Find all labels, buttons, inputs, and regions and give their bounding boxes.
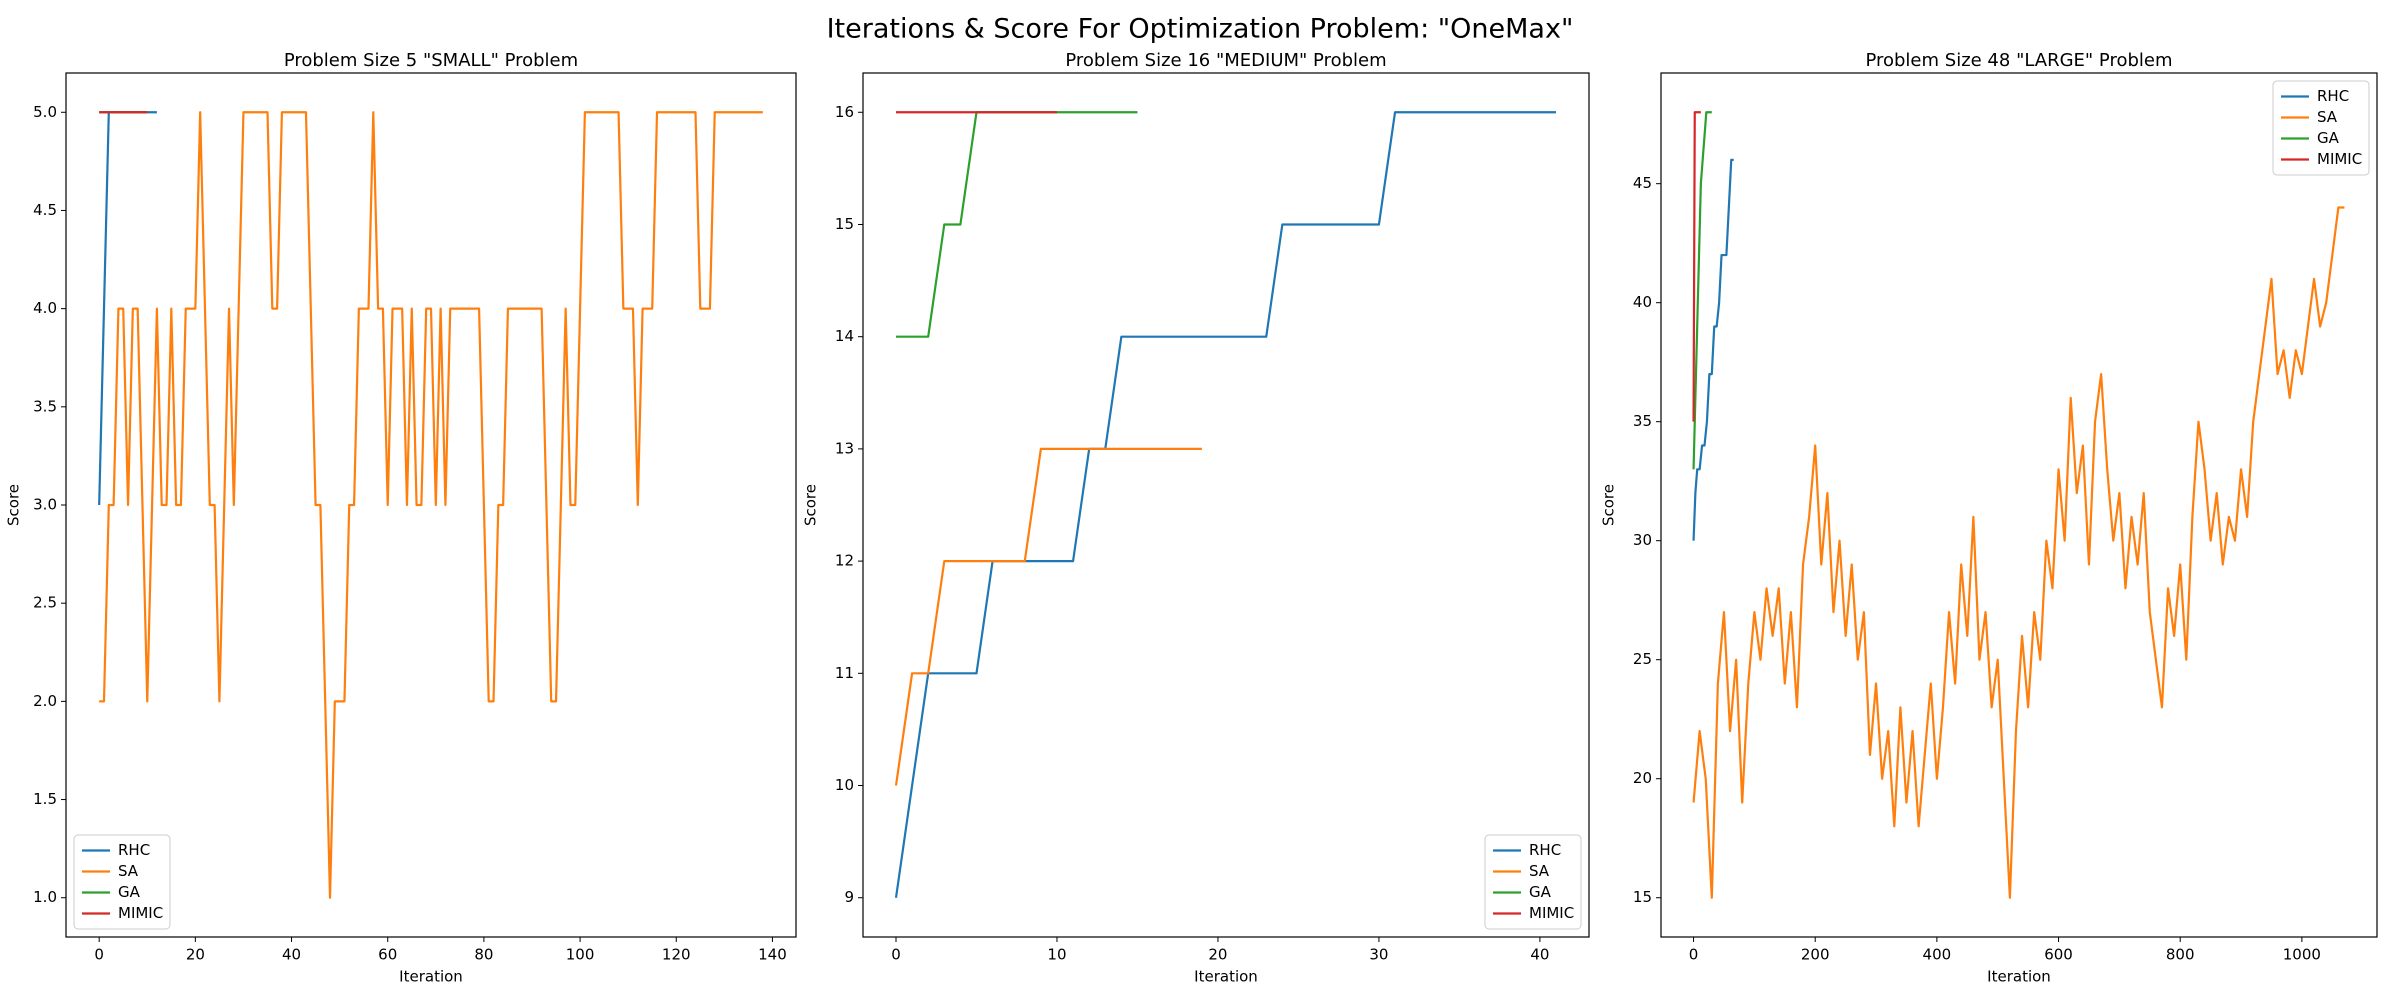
- legend: RHC SA GA MIMIC: [1484, 834, 1582, 930]
- y-tick-label: 4.5: [33, 201, 57, 219]
- figure-title: Iterations & Score For Optimization Prob…: [827, 14, 1574, 45]
- y-tick-label: 5.0: [33, 103, 57, 121]
- legend-label: SA: [118, 862, 139, 880]
- legend-label: RHC: [2317, 87, 2349, 105]
- x-tick-label: 30: [1369, 946, 1388, 964]
- y-tick-label: 10: [835, 776, 854, 794]
- y-tick-label: 25: [1633, 650, 1652, 668]
- x-tick-label: 0: [891, 946, 901, 964]
- y-tick-label: 15: [835, 215, 854, 233]
- x-tick-label: 40: [282, 946, 301, 964]
- series-line: [99, 111, 763, 899]
- y-tick-label: 13: [835, 439, 854, 457]
- legend-label: MIMIC: [118, 904, 163, 922]
- x-axis-label: Iteration: [1987, 968, 2051, 986]
- y-tick-label: 35: [1633, 412, 1652, 430]
- x-tick-label: 0: [94, 946, 104, 964]
- x-axis-label: Iteration: [1194, 968, 1258, 986]
- legend-label: GA: [2317, 129, 2340, 147]
- x-tick-label: 20: [186, 946, 205, 964]
- x-tick-label: 800: [2166, 946, 2195, 964]
- series-line: [1692, 111, 1701, 422]
- subplot-title: Problem Size 16 "MEDIUM" Problem: [1065, 50, 1386, 71]
- legend-label: SA: [1529, 862, 1550, 880]
- y-tick-label: 1.5: [33, 790, 57, 808]
- legend-label: RHC: [1529, 841, 1561, 859]
- x-tick-label: 400: [1923, 946, 1952, 964]
- y-axis-label: Score: [1600, 484, 1618, 526]
- legend-box: [73, 834, 171, 930]
- y-tick-label: 20: [1633, 769, 1652, 787]
- x-axis-label: Iteration: [399, 968, 463, 986]
- y-tick-label: 30: [1633, 531, 1652, 549]
- y-tick-label: 12: [835, 552, 854, 570]
- x-tick-label: 0: [1689, 946, 1699, 964]
- series-line: [1692, 206, 2345, 899]
- y-tick-label: 2.5: [33, 594, 57, 612]
- legend: RHC SA GA MIMIC: [2272, 80, 2370, 176]
- x-tick-label: 100: [566, 946, 595, 964]
- subplot-title: Problem Size 48 "LARGE" Problem: [1865, 50, 2172, 71]
- plot-frame: [862, 72, 1590, 938]
- series-line: [1692, 158, 1734, 541]
- y-tick-label: 9: [844, 888, 854, 906]
- y-tick-label: 40: [1633, 293, 1652, 311]
- x-tick-label: 60: [378, 946, 397, 964]
- series-line: [1692, 111, 1712, 470]
- legend-label: MIMIC: [2317, 150, 2362, 168]
- y-tick-label: 3.5: [33, 397, 57, 415]
- subplot: Problem Size 16 "MEDIUM" Problem 0 10 20 30 4…: [802, 50, 1590, 986]
- plot-frame: [1660, 72, 2378, 938]
- legend-label: GA: [118, 883, 141, 901]
- y-tick-label: 45: [1633, 174, 1652, 192]
- y-tick-label: 2.0: [33, 692, 57, 710]
- x-tick-label: 80: [474, 946, 493, 964]
- x-tick-label: 40: [1530, 946, 1549, 964]
- x-tick-label: 120: [662, 946, 691, 964]
- y-axis-label: Score: [802, 484, 820, 526]
- y-axis-label: Score: [5, 484, 23, 526]
- legend-label: MIMIC: [1529, 904, 1574, 922]
- y-tick-label: 3.0: [33, 496, 57, 514]
- y-tick-label: 14: [835, 327, 854, 345]
- legend-label: RHC: [118, 841, 150, 859]
- subplot: Problem Size 48 "LARGE" Problem 0 200 400 60…: [1600, 50, 2378, 986]
- plot-frame: [65, 72, 797, 938]
- legend-box: [2272, 80, 2370, 176]
- y-tick-label: 15: [1633, 888, 1652, 906]
- legend-label: GA: [1529, 883, 1552, 901]
- legend: RHC SA GA MIMIC: [73, 834, 171, 930]
- x-tick-label: 1000: [2283, 946, 2321, 964]
- legend-label: SA: [2317, 108, 2338, 126]
- x-tick-label: 10: [1047, 946, 1066, 964]
- y-tick-label: 1.0: [33, 888, 57, 906]
- y-tick-label: 16: [835, 103, 854, 121]
- x-tick-label: 140: [758, 946, 787, 964]
- y-tick-label: 4.0: [33, 299, 57, 317]
- x-tick-label: 200: [1801, 946, 1830, 964]
- y-tick-label: 11: [835, 664, 854, 682]
- x-tick-label: 600: [2044, 946, 2073, 964]
- subplot: Problem Size 5 "SMALL" Problem 0 20 40 60 80 1…: [5, 50, 797, 986]
- legend-box: [1484, 834, 1582, 930]
- x-tick-label: 20: [1208, 946, 1227, 964]
- series-line: [894, 447, 1202, 786]
- subplot-title: Problem Size 5 "SMALL" Problem: [284, 50, 578, 71]
